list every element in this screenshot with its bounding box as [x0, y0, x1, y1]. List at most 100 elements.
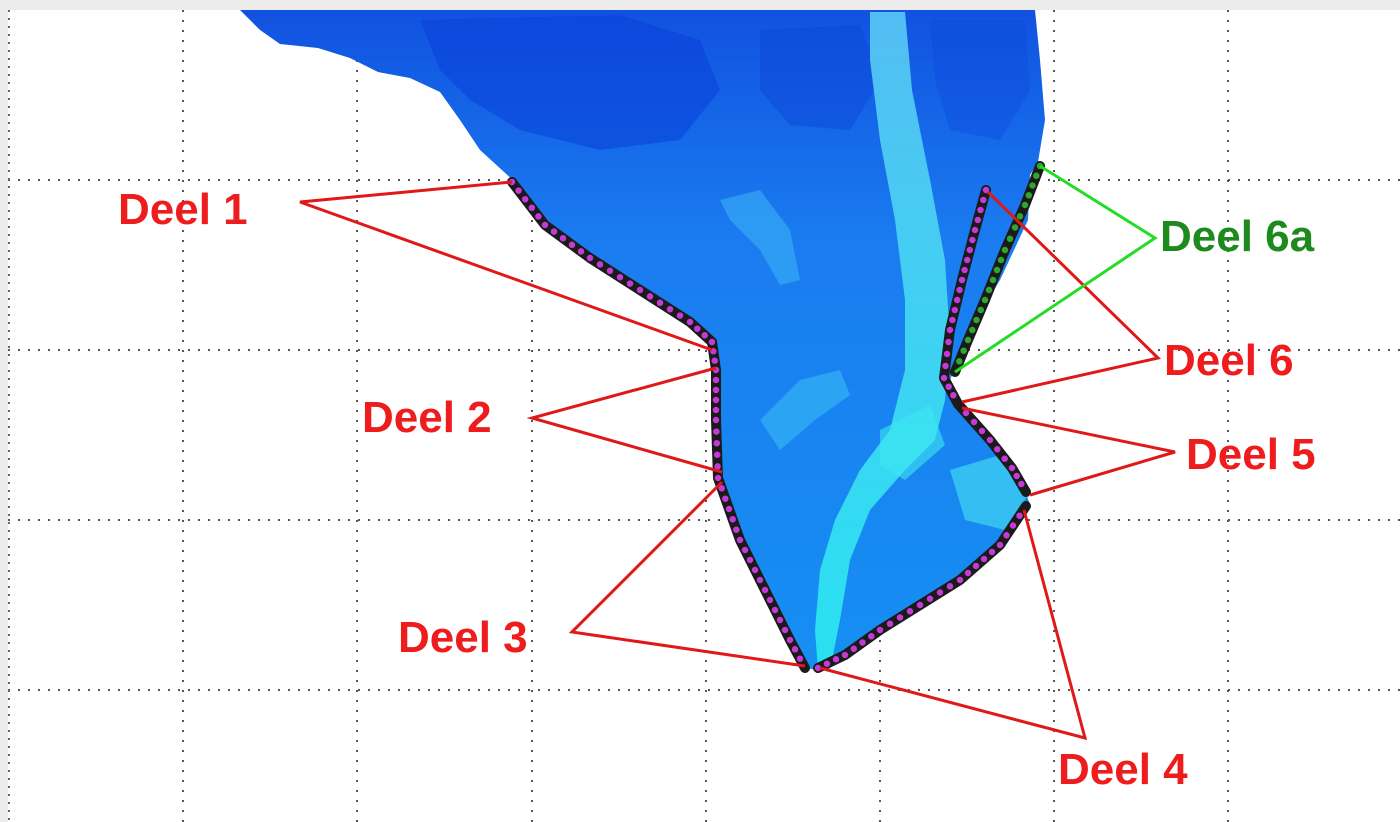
boundary-point — [1011, 471, 1022, 481]
side-channel — [760, 370, 850, 450]
boundary-point — [992, 265, 1002, 275]
boundary-point — [965, 245, 975, 255]
boundary-point — [950, 305, 960, 315]
boundary-point — [963, 568, 973, 578]
boundary-point — [1001, 530, 1012, 541]
leader-line-deel-6 — [961, 190, 1162, 404]
boundary-point — [707, 337, 717, 347]
boundary-point — [558, 233, 568, 243]
boundary-point — [576, 246, 586, 257]
boundary-point — [945, 325, 955, 335]
boundary-point — [711, 385, 721, 395]
boundary-point — [635, 285, 645, 295]
boundary-point — [605, 266, 615, 276]
boundary-point — [549, 226, 559, 237]
boundary-point — [770, 605, 780, 615]
boundary-point — [975, 205, 986, 215]
boundary-point — [533, 211, 544, 222]
boundary-point — [1020, 200, 1030, 210]
boundary-point — [1007, 463, 1017, 473]
boundary-point — [939, 373, 949, 383]
boundary-point — [822, 658, 832, 669]
leader-line-deel-6a — [954, 164, 1158, 374]
leader-line-deel-5 — [961, 406, 1176, 497]
boundary-point — [655, 298, 665, 308]
boundary-lines — [507, 161, 1045, 673]
boundary-point — [925, 594, 935, 604]
boundary-point — [699, 330, 710, 341]
boundary-point — [976, 305, 986, 315]
leader-line-deel-3 — [568, 480, 806, 668]
deep-region — [760, 25, 880, 130]
leader-line-deel-1 — [299, 180, 713, 352]
boundary-point — [685, 317, 695, 327]
boundary-point — [795, 653, 805, 664]
boundary-point — [973, 215, 983, 225]
boundary-point — [1024, 190, 1034, 201]
boundary-point — [967, 235, 978, 245]
boundary-point — [713, 473, 723, 483]
boundary-deel-6 — [939, 185, 991, 409]
label-deel-3: Deel 3 — [398, 613, 528, 662]
boundary-point — [943, 337, 954, 347]
boundary-point — [513, 185, 524, 196]
leader-line-deel-2 — [526, 366, 723, 474]
boundary-point — [645, 291, 655, 302]
boundary-point — [765, 595, 775, 605]
boundary-point — [995, 540, 1005, 550]
boundary-point — [731, 524, 742, 535]
boundary-line — [707, 337, 723, 483]
boundary-point — [1005, 234, 1015, 244]
leader-lines — [299, 164, 1176, 741]
boundary-deel-4 — [813, 501, 1031, 673]
boundary-point — [785, 635, 795, 645]
boundary-point — [1015, 211, 1025, 222]
boundary-point — [520, 194, 530, 204]
boundary-point — [954, 356, 965, 367]
boundary-point — [780, 625, 790, 635]
boundary-point — [971, 315, 982, 325]
deep-region — [930, 20, 1030, 140]
boundary-point — [935, 587, 945, 598]
boundary-point — [905, 606, 915, 617]
boundary-point — [979, 554, 989, 564]
section-labels: Deel 1 Deel 2 Deel 3 Deel 4 Deel 5 Deel … — [118, 185, 1316, 794]
leader-line-deel-4 — [819, 509, 1088, 741]
shallow-patch — [950, 455, 1028, 530]
boundary-point — [527, 203, 537, 213]
boundary-point — [665, 304, 675, 314]
boundary-point — [712, 438, 722, 448]
boundary-point — [727, 514, 738, 525]
boundary-point — [971, 561, 981, 571]
boundary-point — [957, 275, 967, 285]
boundary-point — [952, 295, 962, 305]
boundary-point — [831, 654, 841, 665]
boundary-point — [585, 253, 595, 263]
boundary-point — [959, 265, 970, 275]
boundary-point — [740, 545, 750, 555]
boundary-point — [942, 349, 952, 359]
boundary-point — [857, 637, 868, 648]
boundary-point — [567, 240, 577, 250]
boundary-point — [709, 355, 720, 366]
boundary-point — [963, 335, 973, 345]
boundary-point — [915, 600, 925, 610]
label-deel-4: Deel 4 — [1058, 745, 1188, 794]
boundary-point — [692, 323, 703, 334]
boundary-point — [1000, 245, 1010, 255]
deep-region — [420, 15, 720, 150]
main-channel — [815, 12, 950, 670]
boundary-point — [755, 575, 765, 585]
boundary-point — [1014, 511, 1025, 521]
boundary-point — [948, 390, 959, 401]
boundary-point — [750, 565, 760, 575]
boundary-point — [745, 555, 755, 565]
boundary-point — [711, 426, 722, 437]
boundary-point — [840, 650, 850, 660]
boundary-point — [849, 644, 859, 654]
boundary-point — [775, 615, 785, 625]
boundary-point — [985, 435, 995, 445]
boundary-point — [947, 315, 958, 325]
